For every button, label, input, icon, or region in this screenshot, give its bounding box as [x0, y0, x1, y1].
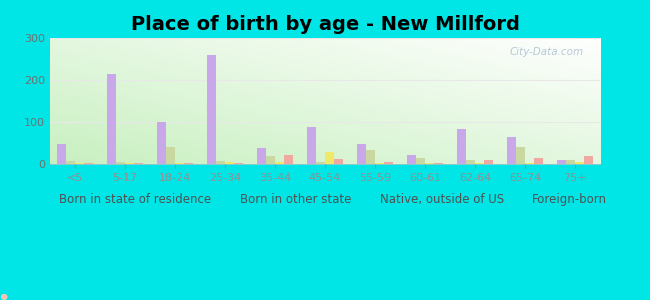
Bar: [225, 162, 234, 164]
Bar: [416, 158, 425, 164]
Bar: [66, 161, 75, 164]
Bar: [384, 162, 393, 164]
Bar: [184, 163, 193, 164]
Bar: [407, 155, 416, 164]
Bar: [525, 163, 534, 164]
Bar: [584, 156, 593, 164]
Bar: [457, 129, 466, 164]
Bar: [375, 163, 384, 164]
Bar: [316, 162, 325, 164]
Bar: [266, 156, 275, 164]
Bar: [325, 152, 334, 164]
Legend: Born in state of residence, Born in other state, Native, outside of US, Foreign-: Born in state of residence, Born in othe…: [38, 188, 612, 211]
Bar: [516, 147, 525, 164]
Bar: [357, 144, 366, 164]
Bar: [134, 163, 143, 164]
Bar: [84, 163, 93, 164]
Bar: [557, 160, 566, 164]
Bar: [175, 163, 184, 164]
Bar: [125, 163, 134, 164]
Bar: [284, 155, 293, 164]
Bar: [425, 163, 434, 164]
Bar: [434, 163, 443, 164]
Bar: [207, 55, 216, 164]
Bar: [366, 150, 375, 164]
Bar: [234, 163, 243, 164]
Bar: [57, 144, 66, 164]
Bar: [507, 137, 516, 164]
Bar: [566, 160, 575, 164]
Bar: [466, 160, 475, 164]
Bar: [257, 148, 266, 164]
Bar: [216, 161, 225, 164]
Bar: [75, 163, 84, 164]
Bar: [275, 162, 284, 164]
Text: City-Data.com: City-Data.com: [510, 47, 584, 57]
Bar: [484, 160, 493, 164]
Bar: [107, 74, 116, 164]
Bar: [166, 147, 175, 164]
Bar: [534, 158, 543, 164]
Title: Place of birth by age - New Millford: Place of birth by age - New Millford: [131, 15, 519, 34]
Bar: [575, 162, 584, 164]
Bar: [116, 162, 125, 164]
Bar: [475, 163, 484, 164]
Bar: [157, 122, 166, 164]
Bar: [307, 127, 316, 164]
Bar: [334, 159, 343, 164]
